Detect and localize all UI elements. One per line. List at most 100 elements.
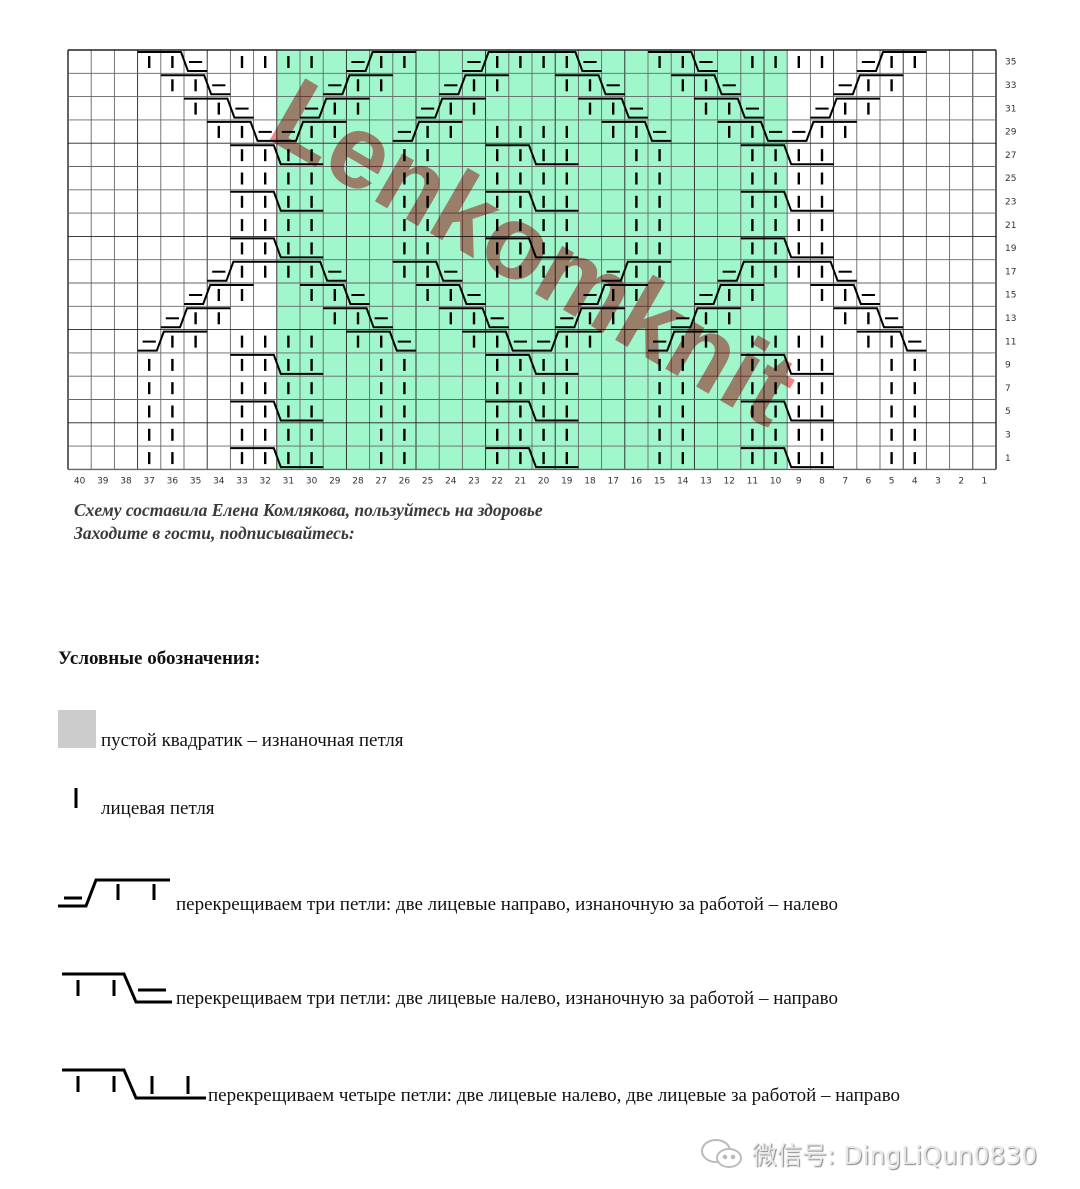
column-number: 22 <box>491 476 502 486</box>
cable-right-line <box>184 284 254 305</box>
cable-right-icon <box>58 878 170 908</box>
column-number: 13 <box>700 476 711 486</box>
column-number: 31 <box>283 476 294 486</box>
column-number: 6 <box>866 476 872 486</box>
cable-four-line <box>230 237 324 259</box>
chart-labels: 40 39 38 37 36 35 34 33 32 31 30 29 28 27 26 25 24 23 22 21… <box>74 58 1017 487</box>
cable-four-line <box>485 144 579 166</box>
column-number: 2 <box>958 476 964 486</box>
legend-cable-right-text: перекрещиваем три петли: две лицевые нап… <box>176 894 838 915</box>
legend-cable-four-text: перекрещиваем четыре петли: две лицевые … <box>208 1085 901 1106</box>
row-number: 25 <box>1005 174 1016 184</box>
cable-right-line <box>671 307 741 329</box>
column-number: 24 <box>445 476 457 486</box>
cable-right-line <box>532 330 602 352</box>
cable-left-line <box>137 51 208 72</box>
column-number: 23 <box>468 476 479 486</box>
row-number: 15 <box>1005 291 1016 301</box>
cable-right-line <box>346 51 416 72</box>
row-number: 31 <box>1005 104 1016 114</box>
cable-right-line <box>416 97 486 119</box>
cable-right-line <box>856 51 927 72</box>
column-number: 12 <box>723 476 734 486</box>
cable-right-line <box>555 307 625 329</box>
row-number: 23 <box>1005 197 1016 207</box>
column-number: 33 <box>236 476 247 486</box>
cable-left-line <box>439 307 509 329</box>
column-number: 15 <box>654 476 665 486</box>
cable-left-line <box>207 120 277 142</box>
cable-four-line <box>485 400 579 422</box>
cable-four-line <box>230 353 324 375</box>
cable-right-line <box>601 260 672 282</box>
cable-right-line <box>648 330 718 352</box>
column-number: 1 <box>982 476 988 486</box>
cable-left-line <box>462 330 532 352</box>
cable-right-line <box>300 97 370 119</box>
cable-four-line <box>485 353 579 375</box>
cable-right-line <box>810 97 880 119</box>
row-number: 33 <box>1005 81 1016 91</box>
row-number: 19 <box>1005 244 1017 254</box>
column-number: 40 <box>74 476 86 486</box>
cable-four-line <box>230 400 324 422</box>
legend-title: Условные обозначения: <box>58 648 261 669</box>
cable-four-line <box>485 237 579 259</box>
column-number: 9 <box>796 476 802 486</box>
cable-right-line <box>137 330 208 352</box>
cable-four-line <box>740 237 834 259</box>
column-number: 18 <box>584 476 596 486</box>
cable-left-line <box>323 307 393 329</box>
cable-left-line <box>184 97 254 119</box>
column-number: 4 <box>912 476 918 486</box>
column-number: 39 <box>97 476 109 486</box>
cable-four-line <box>740 190 834 212</box>
cable-left-line <box>810 284 880 305</box>
column-number: 32 <box>259 476 270 486</box>
cable-left-line <box>392 260 463 282</box>
cable-left-line <box>694 97 764 119</box>
cable-left-line <box>578 97 648 119</box>
knitting-chart: 40 39 38 37 36 35 34 33 32 31 30 29 28 27 26 25 24 23 22 21… <box>67 49 1017 487</box>
purl-square-icon <box>58 710 96 748</box>
column-number: 21 <box>515 476 526 486</box>
cable-left-line <box>346 330 416 352</box>
cable-four-line <box>485 190 579 212</box>
row-number: 17 <box>1005 267 1016 277</box>
cable-right-line <box>392 120 463 142</box>
cable-left-line <box>671 74 741 96</box>
column-number: 38 <box>120 476 132 486</box>
column-number: 34 <box>213 476 225 486</box>
row-number: 7 <box>1005 384 1011 394</box>
cable-left-line <box>555 74 625 96</box>
column-number: 27 <box>375 476 386 486</box>
caption-invite: Заходите в гости, подписывайтесь: <box>74 523 355 543</box>
row-number: 13 <box>1005 314 1016 324</box>
column-number: 5 <box>889 476 895 486</box>
legend-knit-text: лицевая петля <box>101 798 215 819</box>
row-number: 21 <box>1005 221 1016 231</box>
cable-right-line <box>717 260 788 282</box>
wechat-icon <box>701 1139 742 1168</box>
column-number: 10 <box>770 476 782 486</box>
chart-symbols <box>137 51 927 469</box>
row-number: 5 <box>1005 407 1011 417</box>
column-number: 35 <box>190 476 201 486</box>
row-number: 3 <box>1005 430 1011 440</box>
cable-right-line <box>462 51 532 72</box>
cable-right-line <box>833 74 904 96</box>
cable-left-line <box>648 51 718 72</box>
cable-left-icon <box>62 972 172 1004</box>
cable-left-line <box>160 74 231 96</box>
cable-four-line <box>740 144 834 166</box>
cable-four-line <box>230 447 324 469</box>
cable-four-line <box>740 353 834 375</box>
cable-left-line <box>717 120 788 142</box>
column-number: 8 <box>819 476 825 486</box>
row-number: 35 <box>1005 58 1016 68</box>
cable-left-line <box>276 260 347 282</box>
column-number: 26 <box>399 476 411 486</box>
legend-purl-text: пустой квадратик – изнаночная петля <box>101 730 404 751</box>
column-number: 7 <box>842 476 848 486</box>
wechat-watermark: 微信号: DingLiQun0830 <box>700 1136 1037 1172</box>
